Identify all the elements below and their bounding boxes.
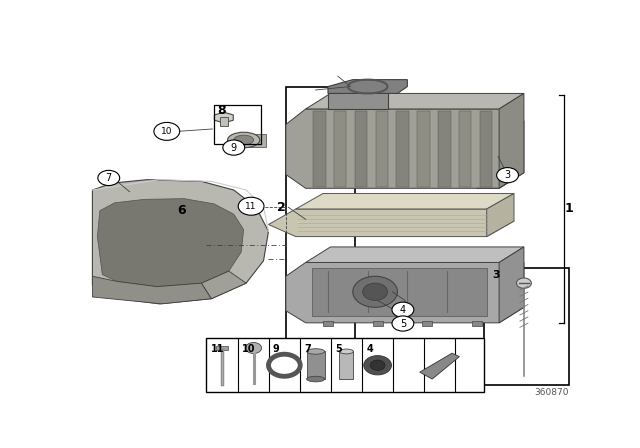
- Polygon shape: [355, 111, 367, 186]
- Text: 7: 7: [106, 173, 112, 183]
- Polygon shape: [328, 86, 388, 109]
- Bar: [207, 338, 484, 392]
- Circle shape: [364, 356, 392, 375]
- Circle shape: [516, 278, 531, 289]
- Polygon shape: [312, 267, 486, 316]
- Polygon shape: [420, 353, 460, 379]
- Circle shape: [497, 168, 518, 183]
- Polygon shape: [334, 111, 346, 186]
- Bar: [246, 134, 266, 147]
- Polygon shape: [328, 80, 408, 94]
- Bar: [484, 267, 568, 385]
- Bar: [214, 105, 261, 145]
- Circle shape: [154, 122, 180, 140]
- Bar: [472, 321, 482, 326]
- Circle shape: [392, 302, 414, 317]
- Polygon shape: [499, 94, 524, 188]
- Text: 4: 4: [366, 344, 373, 354]
- Ellipse shape: [228, 132, 260, 148]
- Text: 4: 4: [400, 305, 406, 315]
- Text: 11: 11: [211, 344, 224, 354]
- Text: 7: 7: [304, 344, 311, 354]
- Text: 10: 10: [161, 127, 173, 136]
- Circle shape: [392, 316, 414, 331]
- Text: 11: 11: [245, 202, 257, 211]
- Text: 10: 10: [242, 344, 255, 354]
- Polygon shape: [214, 112, 234, 123]
- Polygon shape: [306, 94, 524, 109]
- Bar: [286, 86, 355, 370]
- Polygon shape: [97, 198, 244, 287]
- Polygon shape: [306, 247, 524, 263]
- Polygon shape: [269, 209, 514, 237]
- Circle shape: [370, 360, 385, 370]
- Text: 1: 1: [564, 202, 573, 215]
- Polygon shape: [307, 352, 324, 379]
- Circle shape: [363, 283, 388, 301]
- Text: 9: 9: [273, 344, 280, 354]
- Text: 3: 3: [504, 170, 511, 180]
- Polygon shape: [313, 111, 326, 186]
- Text: 360870: 360870: [534, 388, 568, 397]
- Circle shape: [238, 197, 264, 215]
- Polygon shape: [486, 194, 514, 237]
- Ellipse shape: [307, 376, 324, 382]
- Polygon shape: [216, 346, 228, 350]
- Circle shape: [98, 170, 120, 185]
- Bar: [372, 321, 383, 326]
- Bar: [220, 116, 228, 126]
- Text: 3: 3: [492, 270, 499, 280]
- Polygon shape: [459, 111, 471, 186]
- Text: 5: 5: [335, 344, 342, 354]
- Text: 6: 6: [177, 204, 186, 217]
- Polygon shape: [202, 271, 246, 299]
- Polygon shape: [286, 263, 524, 323]
- Ellipse shape: [307, 349, 324, 354]
- Polygon shape: [417, 111, 429, 186]
- Ellipse shape: [234, 135, 253, 145]
- Polygon shape: [396, 111, 409, 186]
- Polygon shape: [339, 352, 353, 379]
- Text: 8: 8: [217, 104, 226, 117]
- Polygon shape: [499, 247, 524, 323]
- Polygon shape: [92, 276, 211, 304]
- Text: 9: 9: [230, 142, 237, 153]
- Bar: [422, 321, 432, 326]
- Polygon shape: [92, 180, 269, 304]
- Polygon shape: [438, 111, 451, 186]
- Polygon shape: [296, 194, 514, 209]
- Bar: [323, 321, 333, 326]
- Ellipse shape: [339, 349, 353, 354]
- Polygon shape: [480, 111, 492, 186]
- Text: 2: 2: [278, 201, 286, 214]
- Circle shape: [353, 276, 397, 307]
- Polygon shape: [286, 109, 524, 188]
- Text: 5: 5: [400, 319, 406, 328]
- Circle shape: [223, 140, 244, 155]
- Circle shape: [246, 342, 262, 353]
- Polygon shape: [376, 111, 388, 186]
